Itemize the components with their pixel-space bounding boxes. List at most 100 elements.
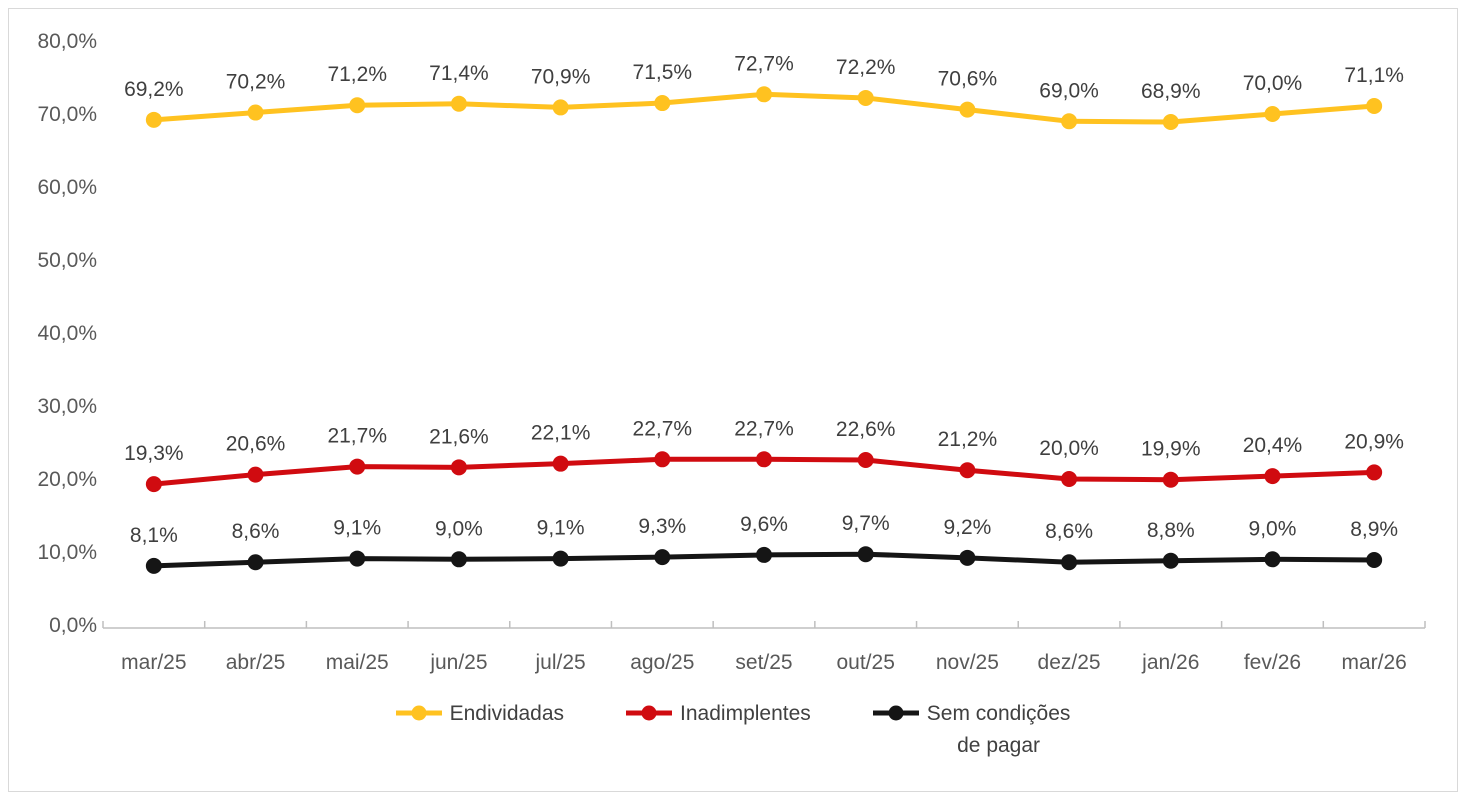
series-0-marker [1264,106,1281,122]
series-0-data-label: 69,0% [1039,79,1099,102]
series-0-data-label: 71,4% [429,62,489,85]
legend-item-2: Sem condições de pagar [872,698,1071,761]
series-0-marker [654,95,671,112]
series-2-marker [1264,551,1281,568]
series-0-marker [756,86,772,103]
legend-item-1: Inadimplentes [626,698,811,730]
y-axis-tick-label: 20,0% [37,468,97,491]
legend-item-0: Endividadas [395,698,565,730]
series-1-marker [145,476,162,493]
series-2-data-label: 9,6% [740,513,788,536]
x-axis-category-label: mar/26 [1341,651,1406,674]
series-0-data-label: 72,2% [836,56,896,79]
series-2-data-label: 9,3% [638,515,686,538]
series-2-marker [1061,554,1078,571]
series-2-marker [756,546,772,563]
series-0-marker [247,104,264,121]
series-1-marker [1366,464,1383,481]
series-1-marker [450,459,467,476]
legend-swatch-icon [872,705,919,721]
series-1-marker [654,451,671,468]
x-axis-category-label: nov/25 [936,651,999,674]
series-1-data-label: 22,7% [734,417,794,440]
series-0-marker [1162,114,1179,131]
series-1-marker [1162,471,1179,488]
series-2-marker [857,546,874,563]
series-1-data-label: 19,9% [1141,438,1201,461]
series-1-marker [247,466,264,483]
series-0-marker [552,99,569,116]
series-0-data-label: 72,7% [734,52,794,75]
series-2-data-label: 8,1% [130,524,178,547]
series-2-data-label: 9,0% [1249,517,1297,540]
series-1-data-label: 22,7% [633,417,693,440]
y-axis-tick-label: 0,0% [49,614,97,637]
y-axis-tick-label: 50,0% [37,249,97,272]
y-axis-tick-label: 10,0% [37,541,97,564]
x-axis-category-label: abr/25 [226,651,286,674]
legend-swatch-icon [395,705,442,721]
series-1-marker [1061,471,1078,487]
series-0-data-label: 71,2% [327,63,387,86]
y-axis-tick-label: 80,0% [37,30,97,53]
series-2-marker [349,550,366,567]
x-axis-category-label: mar/25 [121,651,186,674]
series-0-data-label: 70,9% [531,65,591,88]
line-chart: 0,0% 10,0% 20,0% 30,0% 40,0% 50,0% 60,0% 70,0% 8… [37,30,1426,674]
series-2-marker [145,557,162,574]
series-1-data-label: 20,9% [1344,430,1404,453]
series-0-data-label: 70,2% [226,71,286,94]
legend-label: Endividadas [449,702,565,725]
series-1-data-label: 21,7% [327,425,387,448]
legend-label: Sem condições de pagar [926,702,1071,757]
series-1-marker [349,458,366,475]
series-1-data-label: 20,0% [1039,437,1099,460]
series-2-data-label: 9,1% [537,517,585,540]
series-1-marker [552,455,569,472]
series-2-data-label: 8,6% [232,520,280,543]
series-1-data-label: 20,6% [226,433,286,456]
series-2-marker [552,550,569,567]
series-1-marker [756,451,772,468]
chart-legend: Endividadas Inadimplentes Sem condições de… [0,698,1466,761]
series-2-data-label: 9,7% [842,512,890,535]
series-0-data-label: 71,5% [633,61,693,84]
y-axis-tick-label: 70,0% [37,103,97,126]
series-2-marker [1366,552,1383,569]
series-0-marker [145,111,162,128]
series-2-marker [654,549,671,566]
x-axis-category-label: jun/25 [429,651,487,674]
x-axis-category-label: mai/25 [326,651,389,674]
series-0-marker [857,89,874,106]
x-axis-category-label: ago/25 [630,651,694,674]
series-2-data-label: 9,2% [943,516,991,539]
series-1-marker [959,462,976,479]
x-axis-category-label: out/25 [836,651,894,674]
series-0-data-label: 68,9% [1141,80,1201,103]
series-1-data-label: 21,6% [429,425,489,448]
x-axis-category-label: set/25 [735,651,792,674]
series-2-data-label: 9,1% [333,517,381,540]
x-axis-category-label: jan/26 [1141,651,1199,674]
x-axis-category-label: fev/26 [1244,651,1301,674]
series-1-data-label: 22,1% [531,422,591,445]
series-2-marker [247,554,264,571]
series-2-data-label: 9,0% [435,517,483,540]
series-0-marker [1061,113,1078,130]
series-0-data-label: 69,2% [124,78,184,101]
series-0-data-label: 70,0% [1243,72,1303,95]
chart-border-frame [8,8,1458,792]
series-2-marker [959,549,976,566]
legend-swatch-icon [626,705,673,721]
series-1-marker [1264,468,1281,485]
series-2-data-label: 8,8% [1147,519,1195,542]
x-axis-category-label: jul/25 [535,651,586,674]
series-2-marker [1162,552,1179,569]
series-0-marker [959,101,976,118]
series-0-data-label: 71,1% [1344,64,1404,87]
series-1-data-label: 19,3% [124,442,184,465]
series-2-data-label: 8,9% [1350,518,1398,541]
series-0-marker [1366,97,1383,114]
y-axis-tick-label: 60,0% [37,176,97,199]
